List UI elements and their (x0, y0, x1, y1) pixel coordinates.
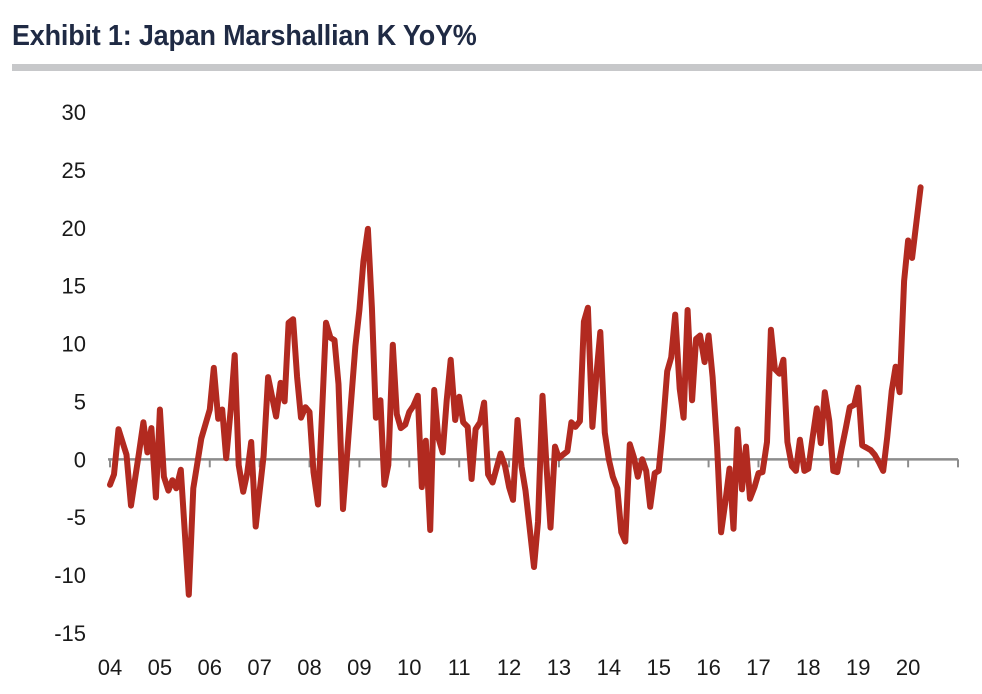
y-tick-label: 10 (62, 332, 86, 357)
x-tick-label: 07 (247, 655, 271, 680)
y-tick-label: -10 (54, 563, 86, 588)
x-tick-label: 08 (297, 655, 321, 680)
x-tick-label: 09 (347, 655, 371, 680)
x-tick-label: 19 (846, 655, 870, 680)
x-tick-label: 20 (896, 655, 920, 680)
y-tick-label: 30 (62, 100, 86, 125)
x-tick-label: 11 (448, 655, 471, 680)
x-tick-label: 04 (98, 655, 122, 680)
y-axis: 30 25 20 15 10 5 0 -5 -10 -15 (54, 100, 86, 646)
y-tick-label: 15 (62, 274, 86, 299)
x-tick-label: 06 (198, 655, 222, 680)
y-tick-label: 0 (74, 447, 86, 472)
x-tick-label: 18 (796, 655, 820, 680)
x-tick-label: 16 (696, 655, 720, 680)
y-tick-label: -15 (54, 621, 86, 646)
y-tick-label: 20 (62, 216, 86, 241)
x-axis: 04 05 06 07 08 09 10 11 12 13 14 15 16 17 18 19 20 (98, 459, 959, 680)
x-tick-label: 17 (746, 655, 770, 680)
y-tick-label: 5 (74, 389, 86, 414)
y-tick-label: -5 (66, 505, 86, 530)
x-tick-label: 10 (397, 655, 421, 680)
y-tick-label: 25 (62, 158, 86, 183)
series-group (107, 184, 924, 598)
x-tick-label: 13 (547, 655, 571, 680)
x-tick-label: 05 (148, 655, 172, 680)
x-tick-label: 12 (497, 655, 521, 680)
x-tick-label: 14 (597, 655, 621, 680)
series-line (107, 184, 924, 598)
x-tick-label: 15 (646, 655, 670, 680)
chart-title: Exhibit 1: Japan Marshallian K YoY% (12, 20, 477, 52)
title-underline (12, 64, 982, 71)
